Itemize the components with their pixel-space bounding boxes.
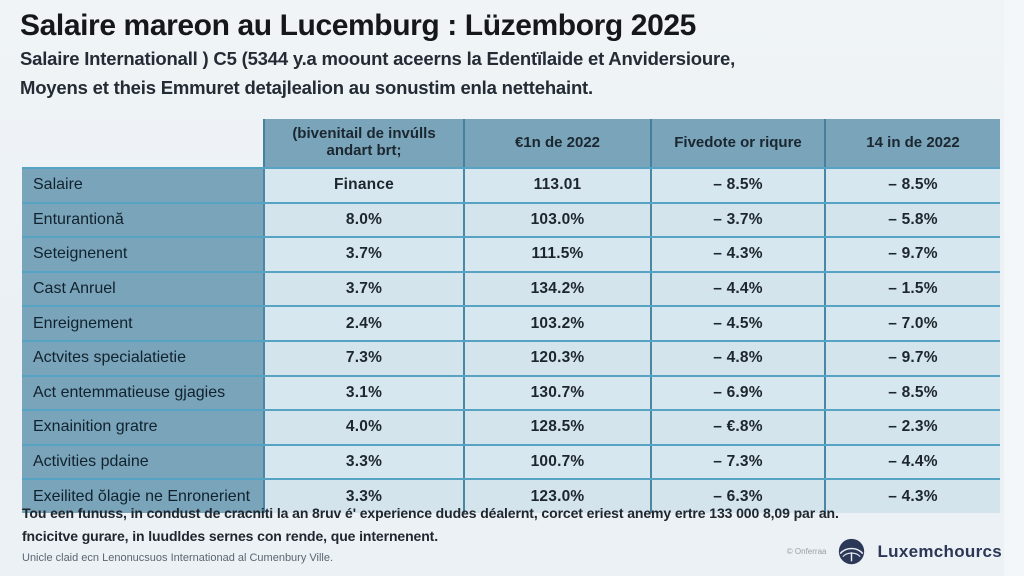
page-title: Salaire mareon au Lucemburg : Lüzemborg … bbox=[20, 9, 696, 42]
cell-value: Finance bbox=[263, 169, 463, 202]
cell-value: – 5.8% bbox=[824, 203, 1000, 237]
header: Salaire mareon au Lucemburg : Lüzemborg … bbox=[20, 8, 1000, 101]
cell-value: 123.0% bbox=[463, 480, 650, 513]
row-label: Cast Anruel bbox=[22, 272, 263, 306]
table-corner-spacer bbox=[22, 119, 263, 167]
cell-value: – 8.5% bbox=[650, 169, 824, 202]
cell-value: – 1.5% bbox=[824, 272, 1000, 306]
cell-value: 4.0% bbox=[263, 411, 463, 444]
row-label: Seteignenent bbox=[22, 238, 263, 271]
footer: Tou een funuss, in condust de cracniti l… bbox=[22, 502, 842, 564]
column-header: €1n de 2022 bbox=[463, 119, 650, 167]
column-header: Fivedote or riqure bbox=[650, 119, 824, 167]
cell-value: – 7.3% bbox=[650, 445, 824, 479]
table-row: Cast Anruel 3.7% 134.2% – 4.4% – 1.5% bbox=[22, 270, 1000, 306]
cell-value: – 8.5% bbox=[824, 376, 1000, 410]
table-row: Enreignement 2.4% 103.2% – 4.5% – 7.0% bbox=[22, 305, 1000, 340]
copyright-label: © Onferraa bbox=[786, 547, 827, 556]
footer-source: Unicle claid ecn Lenonucsuos Internation… bbox=[22, 552, 334, 564]
cell-value: 111.5% bbox=[463, 238, 650, 271]
cell-value: 3.7% bbox=[263, 272, 463, 306]
footer-line-1: Tou een funuss, in condust de cracniti l… bbox=[22, 505, 839, 521]
cell-value: – 2.3% bbox=[824, 411, 1000, 444]
cell-value: – 4.5% bbox=[650, 307, 824, 340]
table-row: Activities pdaine 3.3% 100.7% – 7.3% – 4… bbox=[22, 443, 1000, 479]
cell-value: – 6.9% bbox=[650, 376, 824, 410]
cell-value: – 4.8% bbox=[650, 341, 824, 375]
table-row: Exnainition gratre 4.0% 128.5% – €.8% – … bbox=[22, 409, 1000, 444]
table-row: Act entemmatieuse gjagies 3.1% 130.7% – … bbox=[22, 374, 1000, 410]
cell-value: – 8.5% bbox=[824, 169, 1000, 202]
cell-value: 3.3% bbox=[263, 480, 463, 513]
cell-value: – 9.7% bbox=[824, 238, 1000, 271]
cell-value: 113.01 bbox=[463, 169, 650, 202]
subtitle-line-1: Salaire Internationall ) C5 (5344 y.a mo… bbox=[20, 48, 736, 70]
cell-value: 100.7% bbox=[463, 445, 650, 479]
table-row: Actvites specialatietie 7.3% 120.3% – 4.… bbox=[22, 339, 1000, 375]
table-header-row: (bivenitail de invúlls andart brt; €1n d… bbox=[22, 119, 1000, 167]
cell-value: 3.1% bbox=[263, 376, 463, 410]
cell-value: 134.2% bbox=[463, 272, 650, 306]
brand-lockup: © Onferraa Luxemchourcs bbox=[787, 537, 1002, 566]
cell-value: 3.3% bbox=[263, 445, 463, 479]
cell-value: – 4.4% bbox=[650, 272, 824, 306]
cell-value: – 4.3% bbox=[650, 238, 824, 271]
row-label: Enreignement bbox=[22, 307, 263, 340]
cell-value: 2.4% bbox=[263, 307, 463, 340]
cell-value: – 9.7% bbox=[824, 341, 1000, 375]
row-label: Activities pdaine bbox=[22, 445, 263, 479]
cell-value: 103.0% bbox=[463, 203, 650, 237]
cell-value: – €.8% bbox=[650, 411, 824, 444]
bridge-circle-icon bbox=[839, 538, 865, 565]
row-label: Act entemmatieuse gjagies bbox=[22, 376, 263, 410]
cell-value: – 4.4% bbox=[824, 445, 1000, 479]
column-header: 14 in de 2022 bbox=[824, 119, 1000, 167]
table-row: Salaire Finance 113.01 – 8.5% – 8.5% bbox=[22, 167, 1000, 202]
cell-value: 8.0% bbox=[263, 203, 463, 237]
cell-value: 128.5% bbox=[463, 411, 650, 444]
salary-table: (bivenitail de invúlls andart brt; €1n d… bbox=[22, 119, 1000, 513]
table-row: Exeilited ŏlagie ne Enronerient 3.3% 123… bbox=[22, 478, 1000, 513]
cell-value: 3.7% bbox=[263, 238, 463, 271]
row-label: Actvites specialatietie bbox=[22, 341, 263, 375]
subtitle-line-2: Moyens et theis Emmuret detajlealion au … bbox=[20, 77, 593, 99]
footer-line-2: fncicitve gurare, in luudldes sernes con… bbox=[22, 528, 439, 544]
cell-value: 103.2% bbox=[463, 307, 650, 340]
cell-value: – 7.0% bbox=[824, 307, 1000, 340]
table-row: Enturantionă 8.0% 103.0% – 3.7% – 5.8% bbox=[22, 201, 1000, 237]
cell-value: – 6.3% bbox=[650, 480, 824, 513]
row-label: Salaire bbox=[22, 169, 263, 202]
cell-value: 130.7% bbox=[463, 376, 650, 410]
cell-value: 120.3% bbox=[463, 341, 650, 375]
row-label: Exeilited ŏlagie ne Enronerient bbox=[22, 480, 263, 513]
cell-value: – 3.7% bbox=[650, 203, 824, 237]
table-row: Seteignenent 3.7% 111.5% – 4.3% – 9.7% bbox=[22, 236, 1000, 271]
cell-value: 7.3% bbox=[263, 341, 463, 375]
brand-wordmark: Luxemchourcs bbox=[877, 541, 1002, 561]
cell-value: – 4.3% bbox=[824, 480, 1000, 513]
column-header: (bivenitail de invúlls andart brt; bbox=[263, 119, 463, 167]
row-label: Enturantionă bbox=[22, 203, 263, 237]
row-label: Exnainition gratre bbox=[22, 411, 263, 444]
